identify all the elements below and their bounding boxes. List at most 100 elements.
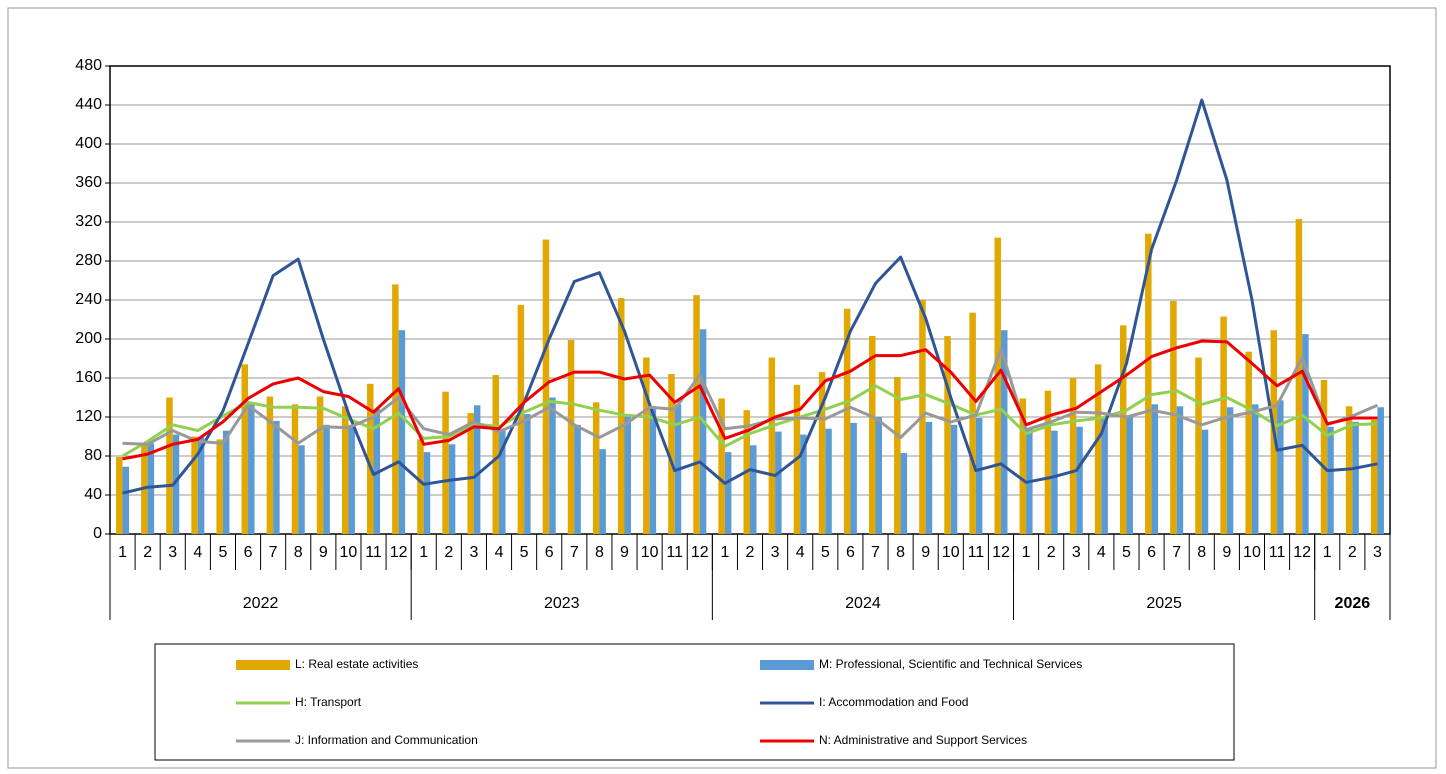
bar [141, 445, 148, 534]
x-tick-label: 6 [545, 544, 554, 561]
y-tick-label: 480 [75, 57, 102, 74]
bar [1377, 407, 1384, 534]
group-label: 2023 [544, 595, 580, 612]
x-tick-label: 2 [143, 544, 152, 561]
bar [900, 453, 908, 534]
bar [291, 404, 299, 534]
bar [1101, 417, 1108, 534]
legend-label: L: Real estate activities [295, 657, 418, 671]
bar [266, 396, 274, 534]
x-tick-label: 8 [595, 544, 604, 561]
bar [618, 298, 625, 534]
x-tick-label: 9 [319, 544, 328, 561]
legend-label: J: Information and Communication [295, 733, 478, 747]
bar [825, 428, 832, 534]
bar [367, 383, 374, 534]
bar [843, 308, 851, 534]
bar [1094, 364, 1102, 534]
bar [1245, 351, 1252, 534]
bar [1176, 406, 1184, 534]
x-tick-label: 10 [340, 544, 358, 561]
line [122, 339, 1378, 461]
bar [950, 424, 958, 534]
x-tick-label: 3 [771, 544, 780, 561]
y-tick-label: 40 [84, 486, 102, 503]
bar [1076, 426, 1083, 534]
x-tick-label: 10 [942, 544, 960, 561]
x-tick-label: 6 [244, 544, 253, 561]
line [122, 347, 1379, 446]
bar [693, 295, 700, 534]
legend-label: N: Administrative and Support Services [819, 733, 1027, 747]
bar [643, 357, 650, 534]
x-tick-label: 1 [419, 544, 428, 561]
bar [599, 449, 606, 534]
legend-swatch [236, 660, 290, 670]
x-tick-label: 3 [1373, 544, 1382, 561]
x-tick-label: 7 [570, 544, 579, 561]
legend-swatch [760, 660, 814, 670]
bar [1044, 390, 1052, 534]
x-tick-label: 11 [968, 544, 985, 561]
bar [818, 372, 826, 534]
bar [417, 439, 424, 534]
bar [868, 336, 876, 534]
bar [1226, 407, 1234, 534]
x-tick-label: 11 [1269, 544, 1286, 561]
x-tick-label: 8 [294, 544, 303, 561]
x-tick-label: 1 [1022, 544, 1031, 561]
bar [1170, 300, 1177, 534]
bar [442, 391, 449, 534]
bar [894, 377, 901, 534]
bar [668, 374, 675, 534]
x-tick-label: 5 [218, 544, 227, 561]
bar [549, 397, 556, 534]
x-tick-label: 1 [1323, 544, 1332, 561]
x-tick-label: 11 [666, 544, 683, 561]
bar [116, 456, 123, 534]
bar [624, 417, 632, 534]
bar [944, 336, 951, 534]
y-tick-label: 80 [84, 447, 102, 464]
x-tick-label: 7 [871, 544, 880, 561]
x-tick-label: 12 [992, 544, 1010, 561]
bar [492, 375, 500, 534]
group-label: 2026 [1335, 595, 1371, 612]
x-tick-label: 8 [1197, 544, 1206, 561]
x-tick-label: 12 [1293, 544, 1311, 561]
legend-label: H: Transport [295, 695, 362, 709]
bar [1119, 325, 1127, 534]
x-tick-label: 10 [641, 544, 659, 561]
bar [574, 424, 581, 534]
x-tick-label: 5 [520, 544, 529, 561]
bar [925, 421, 933, 534]
bar [166, 397, 173, 534]
group-label: 2024 [845, 595, 881, 612]
bar [473, 405, 481, 534]
y-tick-label: 400 [75, 135, 102, 152]
bar [191, 436, 198, 534]
bar [147, 443, 155, 534]
bar [850, 422, 857, 534]
bar [298, 445, 305, 534]
bar [341, 406, 349, 534]
bar [800, 434, 807, 534]
x-tick-label: 11 [365, 544, 382, 561]
x-tick-label: 2 [1348, 544, 1357, 561]
bar [241, 364, 249, 534]
legend-label: I: Accommodation and Food [819, 695, 968, 709]
x-tick-label: 3 [469, 544, 478, 561]
x-tick-label: 12 [691, 544, 709, 561]
bar [1201, 429, 1209, 534]
x-tick-label: 2 [444, 544, 453, 561]
y-tick-label: 0 [93, 525, 102, 542]
bar [323, 424, 330, 534]
x-tick-label: 7 [1172, 544, 1181, 561]
bar [567, 339, 575, 534]
y-tick-label: 200 [75, 330, 102, 347]
x-tick-label: 2 [1047, 544, 1056, 561]
group-label: 2025 [1146, 595, 1182, 612]
bar [649, 408, 657, 534]
x-tick-label: 5 [821, 544, 830, 561]
x-tick-label: 8 [896, 544, 905, 561]
